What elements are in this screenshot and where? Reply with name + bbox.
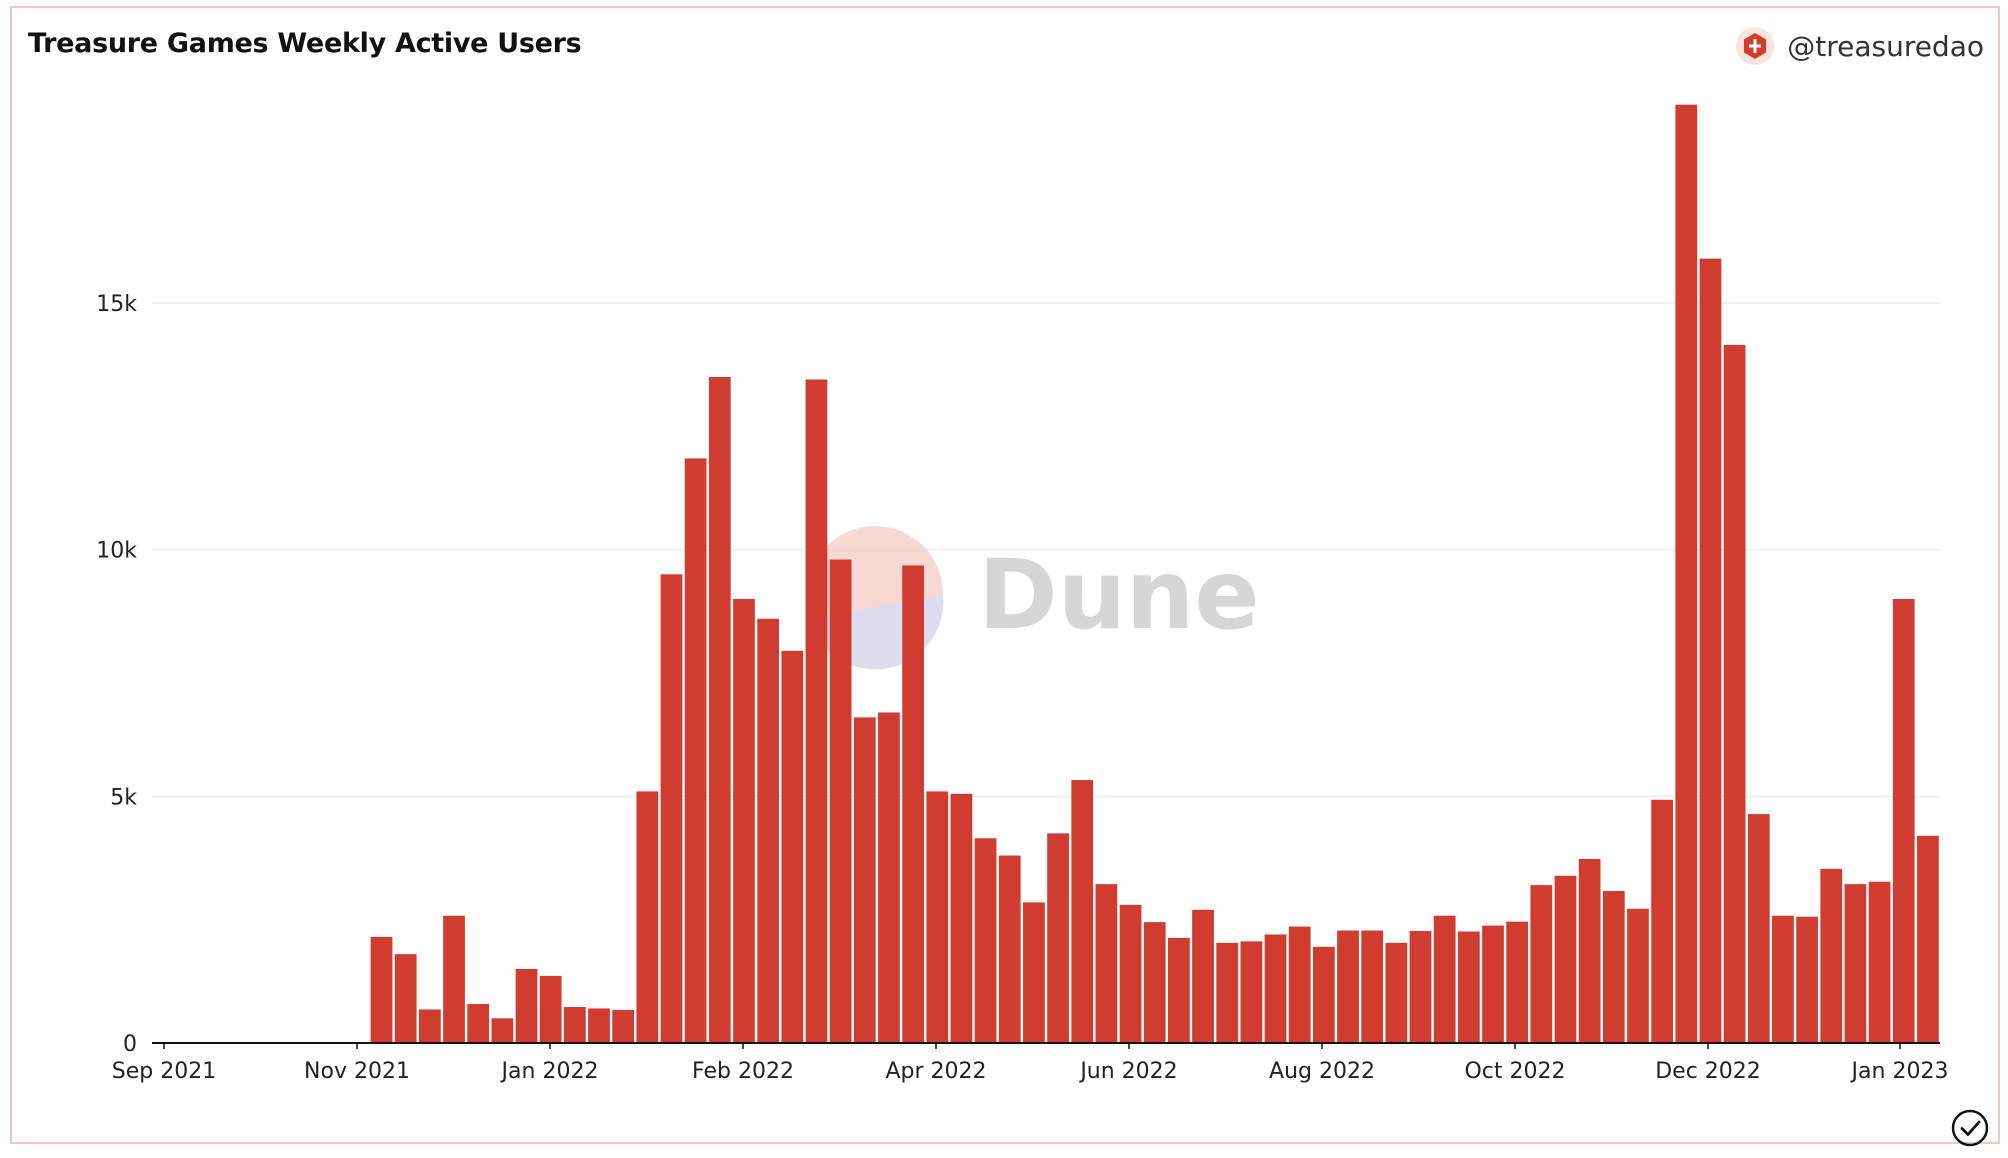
bar [1168,937,1190,1043]
watermark-text: Dune [978,539,1259,651]
y-tick-label: 0 [123,1032,137,1057]
x-tick-label: Oct 2022 [1464,1059,1565,1084]
bar [1385,942,1408,1043]
bar [612,1009,635,1043]
bar [660,574,683,1043]
bar [1796,916,1818,1043]
bar [636,791,659,1043]
bar [1119,904,1142,1043]
x-tick-label: Feb 2022 [692,1059,794,1084]
y-tick-label: 10k [96,539,137,564]
bar [1578,858,1601,1043]
author-handle-text: @treasuredao [1787,29,1984,63]
bar [1530,885,1553,1043]
bar [1627,908,1649,1043]
x-tick-label: Aug 2022 [1269,1059,1375,1084]
bar [733,599,755,1043]
bar [1143,922,1166,1043]
bar [1240,941,1263,1043]
bar [394,954,417,1043]
bar [1747,814,1770,1043]
dune-watermark: Dune [807,526,1259,670]
bar [1312,946,1335,1043]
bar [1675,104,1698,1044]
bar [1216,942,1239,1043]
bar [1361,930,1384,1043]
bar [1264,934,1287,1043]
bar [708,377,731,1043]
x-tick-label: Dec 2022 [1655,1059,1761,1084]
bar [853,717,876,1043]
bar [950,793,973,1043]
bar [684,458,707,1043]
bar [1772,915,1794,1043]
bar [1047,833,1069,1043]
bar [491,1018,514,1043]
check-circle-icon[interactable] [1950,1108,1990,1148]
bar [1917,835,1939,1043]
bar [1192,909,1214,1043]
bar [563,1006,586,1043]
bar [443,915,465,1043]
bar [515,969,538,1043]
bar [805,379,828,1044]
bar [878,712,900,1043]
bar [418,1009,441,1043]
bar [1820,868,1843,1043]
bar [1337,930,1359,1043]
bar [1602,891,1625,1043]
bar [1433,915,1456,1043]
chart-title: Treasure Games Weekly Active Users [28,28,582,59]
x-tick-label: Sep 2021 [112,1059,216,1084]
bar [467,1004,490,1043]
bar [1288,926,1311,1043]
x-tick-label: Jun 2022 [1078,1059,1177,1084]
bar [588,1008,610,1043]
bar [1071,780,1094,1043]
x-tick-label: Jan 2022 [500,1059,599,1084]
bar [1023,902,1045,1043]
bar [781,650,804,1043]
bar [1844,884,1867,1043]
bar [1699,258,1722,1044]
bar [539,975,562,1043]
y-tick-label: 5k [110,785,137,810]
x-tick-label: Nov 2021 [304,1059,410,1084]
bar [1482,925,1504,1043]
x-tick-label: Apr 2022 [885,1059,986,1084]
bar [1457,931,1480,1043]
x-tick-label: Jan 2023 [1850,1059,1949,1084]
bar [829,559,852,1043]
treasure-logo-icon [1736,27,1775,65]
bar [757,618,780,1043]
bar [974,838,997,1043]
bar [370,936,393,1043]
bar [998,855,1021,1043]
bar [1868,881,1891,1043]
y-tick-label: 15k [96,292,137,317]
bar [926,791,949,1043]
bar [1892,599,1915,1043]
bar [902,565,924,1043]
author-handle[interactable]: @treasuredao [1735,26,1984,66]
bar [1723,344,1746,1043]
bar [1554,875,1577,1043]
bar [1506,921,1529,1043]
bar [1095,884,1118,1043]
bar [1409,931,1432,1043]
bar [1651,799,1674,1043]
